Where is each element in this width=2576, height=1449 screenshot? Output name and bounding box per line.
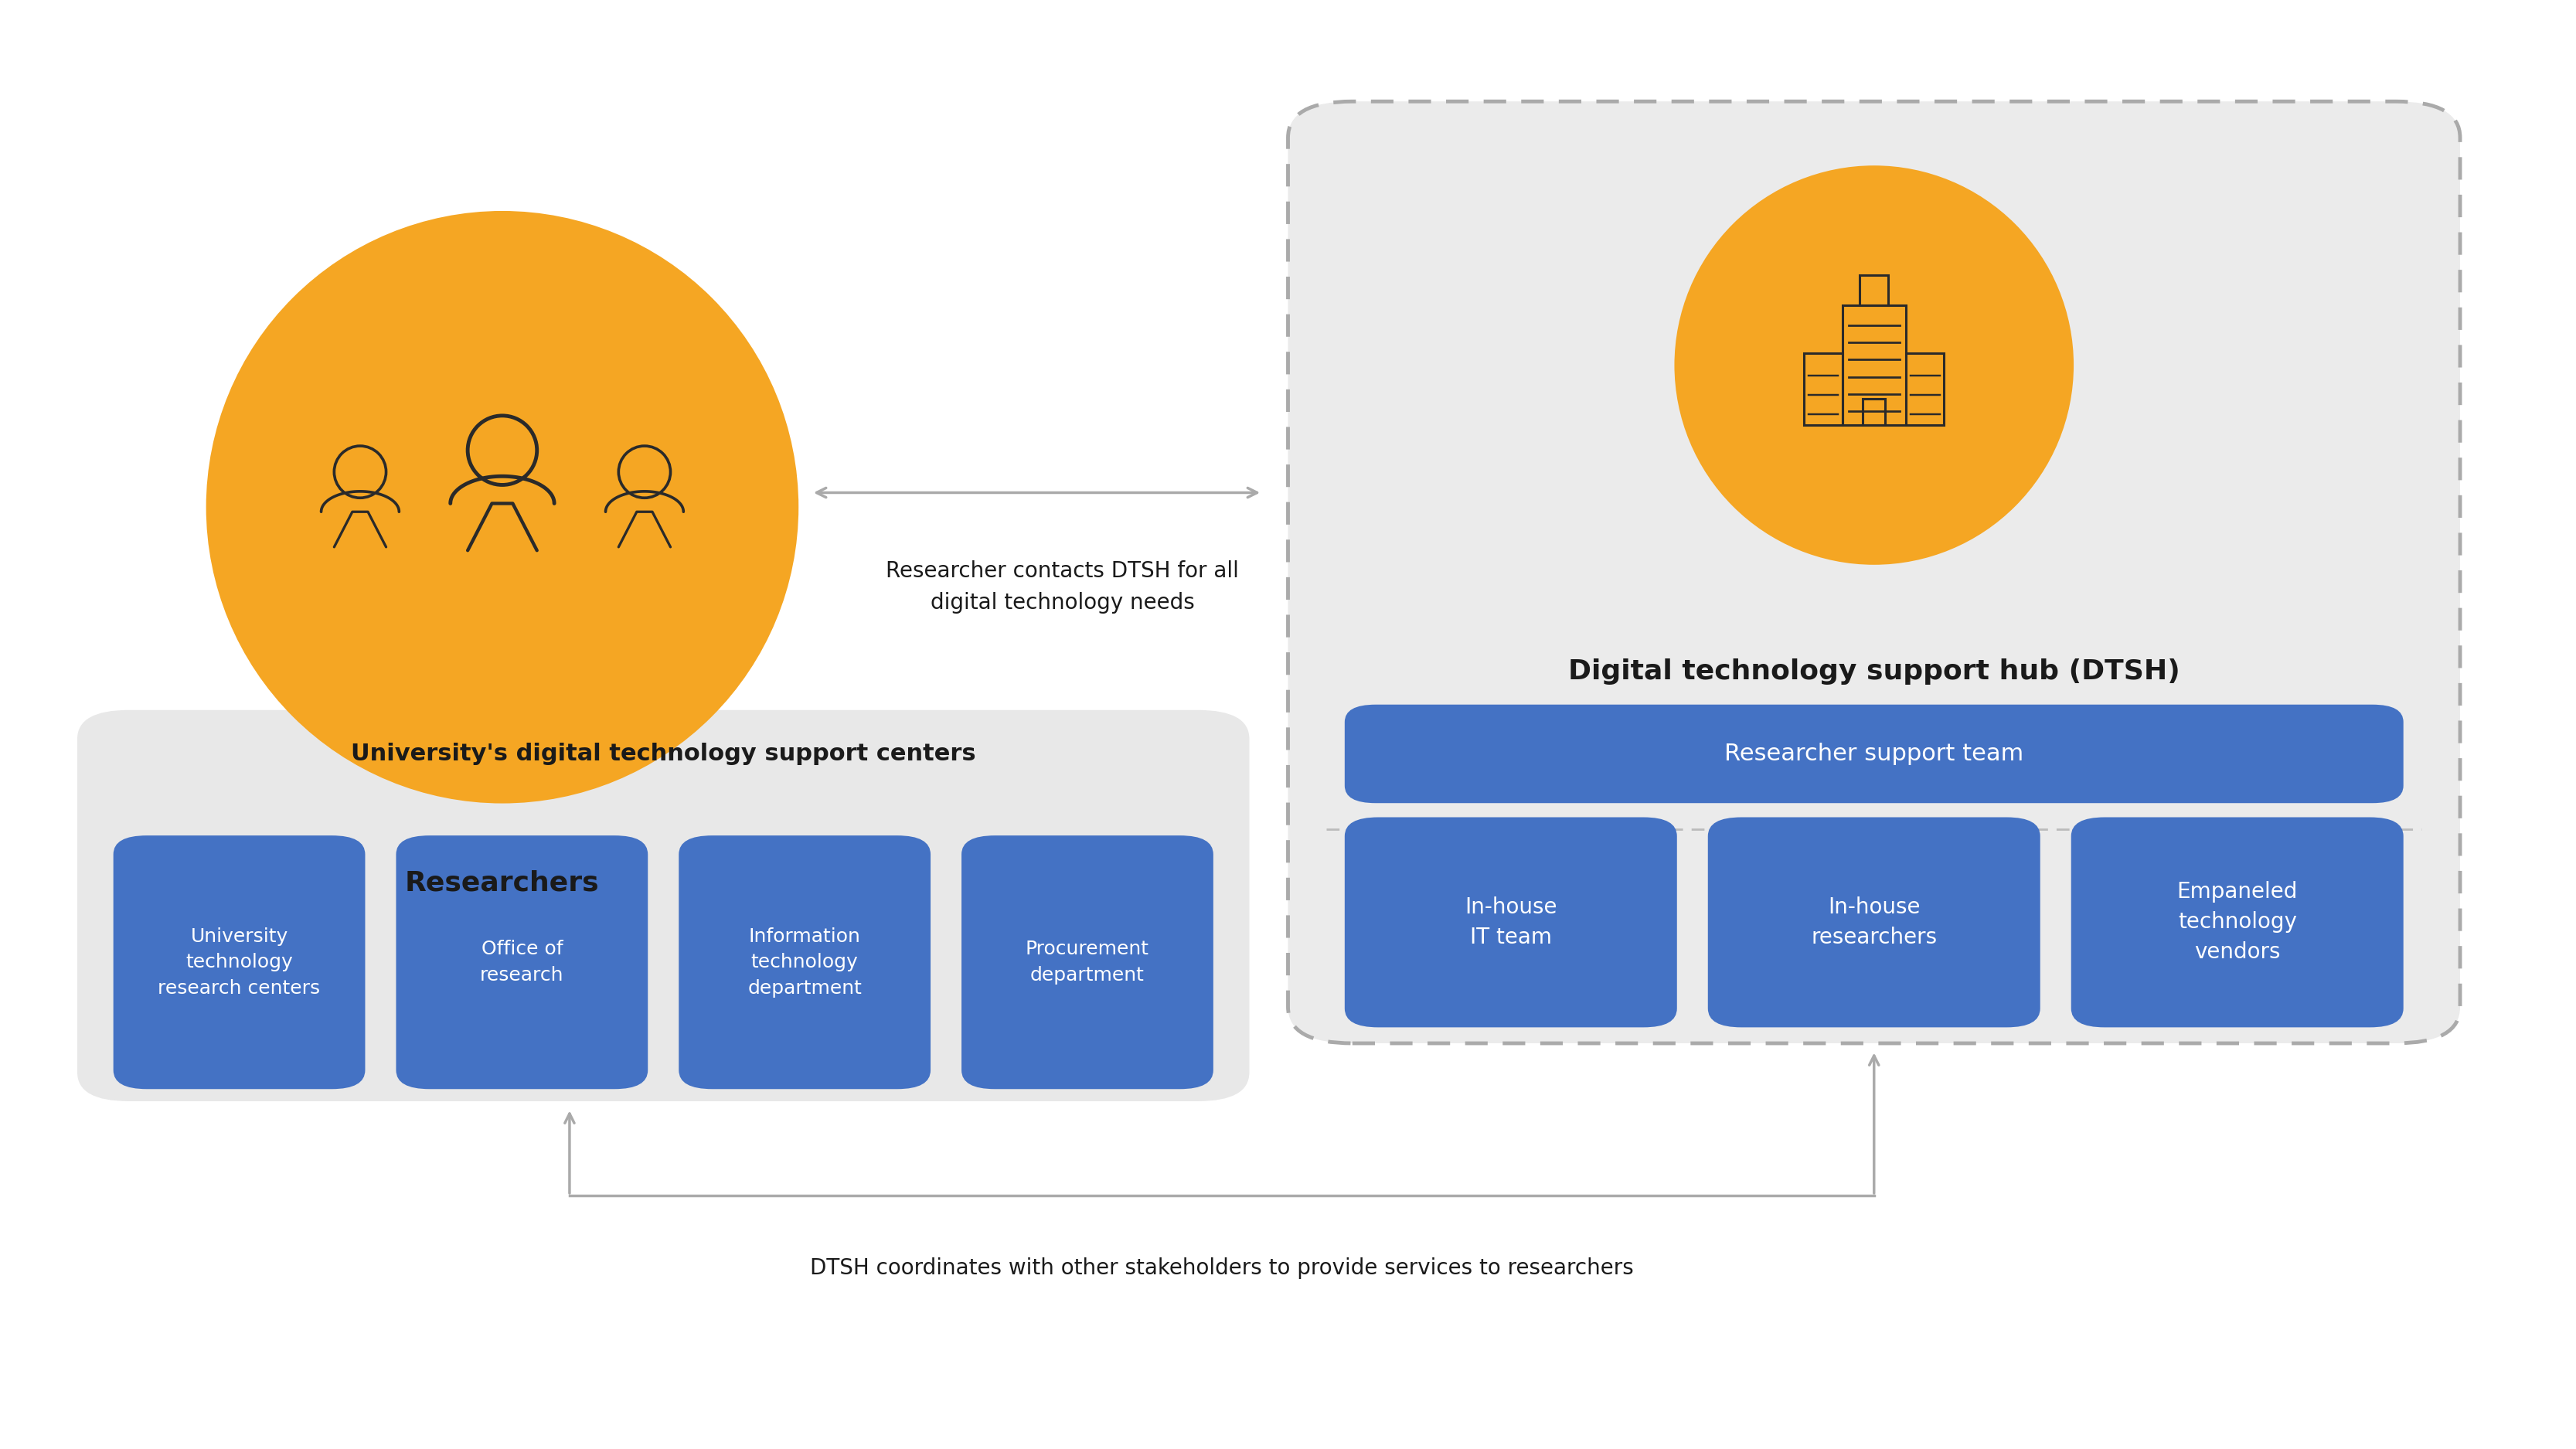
FancyBboxPatch shape	[113, 836, 366, 1090]
Text: Empaneled
technology
vendors: Empaneled technology vendors	[2177, 881, 2298, 964]
Text: Digital technology support hub (DTSH): Digital technology support hub (DTSH)	[1569, 658, 2179, 684]
Text: Researcher contacts DTSH for all
digital technology needs: Researcher contacts DTSH for all digital…	[886, 561, 1239, 613]
Text: In-house
researchers: In-house researchers	[1811, 897, 1937, 948]
Ellipse shape	[1674, 165, 2074, 565]
Text: Office of
research: Office of research	[479, 940, 564, 984]
Text: Information
technology
department: Information technology department	[747, 927, 863, 997]
FancyBboxPatch shape	[677, 836, 930, 1090]
FancyBboxPatch shape	[1345, 817, 1677, 1027]
Text: DTSH coordinates with other stakeholders to provide services to researchers: DTSH coordinates with other stakeholders…	[809, 1258, 1633, 1278]
Text: University
technology
research centers: University technology research centers	[157, 927, 319, 997]
FancyBboxPatch shape	[77, 710, 1249, 1101]
Text: Researchers: Researchers	[404, 869, 600, 895]
Ellipse shape	[206, 212, 799, 803]
Text: In-house
IT team: In-house IT team	[1466, 897, 1556, 948]
FancyBboxPatch shape	[397, 836, 649, 1090]
FancyBboxPatch shape	[1708, 817, 2040, 1027]
Text: University's digital technology support centers: University's digital technology support …	[350, 742, 976, 765]
FancyBboxPatch shape	[961, 836, 1213, 1090]
FancyBboxPatch shape	[1345, 704, 2403, 803]
FancyBboxPatch shape	[1288, 101, 2460, 1043]
Text: Researcher support team: Researcher support team	[1723, 743, 2025, 765]
Text: Procurement
department: Procurement department	[1025, 940, 1149, 984]
FancyBboxPatch shape	[2071, 817, 2403, 1027]
